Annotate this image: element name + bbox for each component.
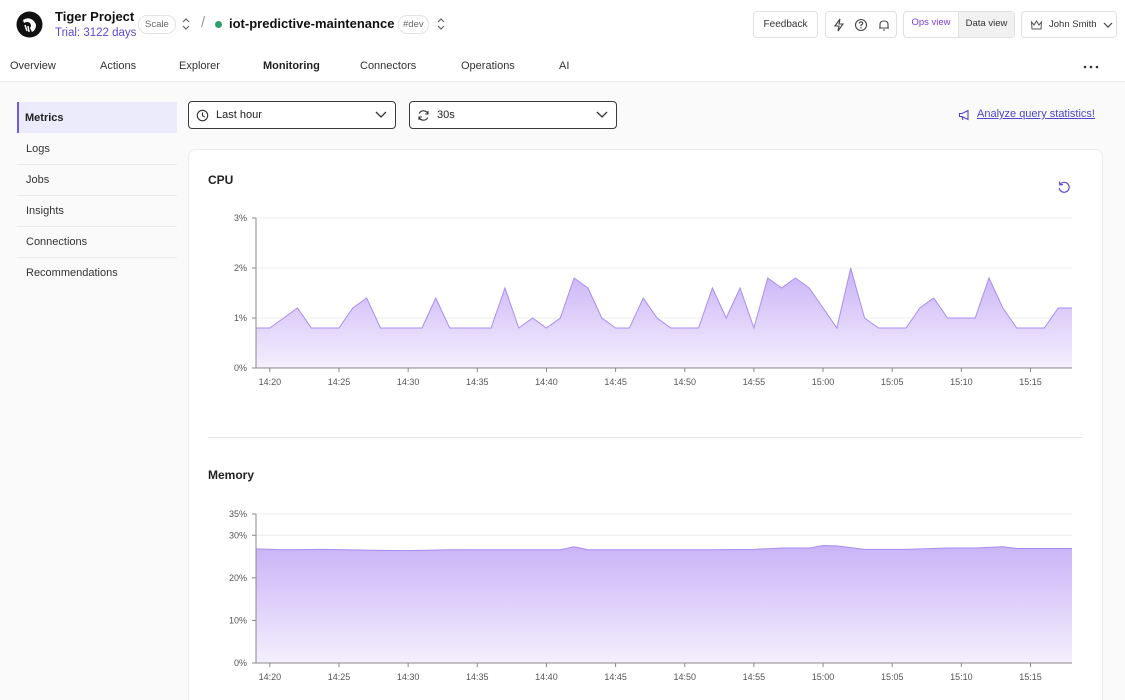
data-view-button[interactable]: Data view bbox=[958, 12, 1014, 37]
header-icon-group bbox=[825, 11, 897, 38]
lightning-icon[interactable] bbox=[832, 18, 846, 32]
memory-chart-title: Memory bbox=[208, 468, 255, 482]
tiger-logo-icon[interactable] bbox=[16, 11, 43, 38]
refresh-icon bbox=[418, 110, 429, 121]
help-icon[interactable] bbox=[854, 18, 868, 32]
cpu-xtick-label: 14:45 bbox=[604, 377, 627, 387]
cpu-xtick-label: 14:50 bbox=[673, 377, 696, 387]
bell-icon[interactable] bbox=[877, 18, 891, 32]
service-switcher-icon[interactable] bbox=[436, 17, 446, 31]
mem-ytick-label: 0% bbox=[234, 658, 247, 668]
megaphone-icon bbox=[958, 109, 969, 121]
trial-status[interactable]: Trial: 3122 days bbox=[55, 27, 137, 39]
cpu-xtick-label: 14:35 bbox=[466, 377, 489, 387]
tab-overview[interactable]: Overview bbox=[10, 60, 56, 72]
cpu-ytick-label: 2% bbox=[234, 263, 247, 273]
mem-ytick-label: 30% bbox=[229, 530, 247, 540]
sidebar-item-connections[interactable]: Connections bbox=[17, 227, 177, 258]
mem-xtick-label: 14:25 bbox=[328, 672, 351, 682]
time-range-value: Last hour bbox=[216, 109, 262, 121]
user-menu-button[interactable]: John Smith bbox=[1021, 11, 1117, 38]
refresh-interval-select[interactable]: 30s bbox=[409, 101, 617, 129]
sidebar-item-insights[interactable]: Insights bbox=[17, 196, 177, 227]
cpu-ytick-label: 0% bbox=[234, 363, 247, 373]
feedback-button[interactable]: Feedback bbox=[753, 11, 818, 38]
service-name[interactable]: iot-predictive-maintenance bbox=[229, 16, 395, 31]
cpu-xtick-label: 15:00 bbox=[812, 377, 835, 387]
mem-xtick-label: 14:30 bbox=[397, 672, 420, 682]
plan-badge: Scale bbox=[138, 15, 176, 34]
refresh-icon[interactable] bbox=[1057, 180, 1071, 194]
top-header: Tiger Project Trial: 3122 days Scale / i… bbox=[0, 0, 1125, 50]
nav-tabs: Overview Actions Explorer Monitoring Con… bbox=[0, 50, 1125, 82]
sidebar-item-recommendations[interactable]: Recommendations bbox=[26, 267, 118, 279]
sidebar-item-logs[interactable]: Logs bbox=[17, 134, 177, 165]
refresh-interval-value: 30s bbox=[437, 109, 455, 121]
mem-xtick-label: 15:00 bbox=[812, 672, 835, 682]
env-badge: #dev bbox=[398, 15, 429, 34]
mem-xtick-label: 14:50 bbox=[673, 672, 696, 682]
tab-explorer[interactable]: Explorer bbox=[179, 60, 220, 72]
chevron-down-icon bbox=[596, 111, 608, 118]
project-name[interactable]: Tiger Project bbox=[55, 9, 135, 24]
cpu-ytick-label: 3% bbox=[234, 213, 247, 223]
cpu-xtick-label: 15:05 bbox=[881, 377, 904, 387]
mem-ytick-label: 10% bbox=[229, 615, 247, 625]
cpu-xtick-label: 14:40 bbox=[535, 377, 558, 387]
time-range-select[interactable]: Last hour bbox=[188, 101, 396, 129]
analyze-query-statistics-link[interactable]: Analyze query statistics! bbox=[977, 108, 1095, 120]
tab-ai[interactable]: AI bbox=[559, 60, 570, 72]
cpu-xtick-label: 15:15 bbox=[1019, 377, 1042, 387]
crown-icon bbox=[1030, 20, 1043, 30]
mem-xtick-label: 15:05 bbox=[881, 672, 904, 682]
tab-operations[interactable]: Operations bbox=[461, 60, 515, 72]
more-options-icon[interactable] bbox=[1083, 65, 1099, 69]
tab-connectors[interactable]: Connectors bbox=[360, 60, 417, 72]
cpu-xtick-label: 14:20 bbox=[259, 377, 282, 387]
project-switcher-icon[interactable] bbox=[181, 17, 191, 31]
mem-ytick-label: 35% bbox=[229, 509, 247, 519]
view-toggle: Ops view Data view bbox=[903, 11, 1015, 38]
cpu-xtick-label: 15:10 bbox=[950, 377, 973, 387]
chevron-down-icon bbox=[1103, 22, 1113, 28]
mem-line bbox=[255, 545, 1072, 552]
cpu-xtick-label: 14:30 bbox=[397, 377, 420, 387]
mem-xtick-label: 14:35 bbox=[466, 672, 489, 682]
service-status-dot bbox=[215, 21, 222, 28]
tab-actions[interactable]: Actions bbox=[100, 60, 137, 72]
mem-xtick-label: 14:45 bbox=[604, 672, 627, 682]
sidebar-item-metrics[interactable]: Metrics bbox=[17, 102, 177, 133]
ops-view-button[interactable]: Ops view bbox=[911, 17, 951, 28]
tab-monitoring[interactable]: Monitoring bbox=[263, 60, 320, 72]
cpu-xtick-label: 14:25 bbox=[328, 377, 351, 387]
cpu-xtick-label: 14:55 bbox=[743, 377, 766, 387]
mem-xtick-label: 14:55 bbox=[743, 672, 766, 682]
mem-area bbox=[256, 545, 1072, 663]
mem-xtick-label: 15:10 bbox=[950, 672, 973, 682]
sidebar-item-jobs[interactable]: Jobs bbox=[17, 165, 177, 196]
cpu-chart-title: CPU bbox=[208, 173, 234, 187]
chevron-down-icon bbox=[375, 111, 387, 118]
user-name: John Smith bbox=[1049, 19, 1097, 30]
chart-divider bbox=[208, 437, 1083, 438]
mem-xtick-label: 14:40 bbox=[535, 672, 558, 682]
cpu-area bbox=[256, 268, 1072, 368]
mem-xtick-label: 15:15 bbox=[1019, 672, 1042, 682]
mem-ytick-label: 20% bbox=[229, 573, 247, 583]
breadcrumb-separator: / bbox=[201, 14, 206, 31]
cpu-ytick-label: 1% bbox=[234, 313, 247, 323]
history-icon bbox=[196, 109, 209, 122]
mem-xtick-label: 14:20 bbox=[259, 672, 282, 682]
cpu-line bbox=[256, 267, 1072, 330]
